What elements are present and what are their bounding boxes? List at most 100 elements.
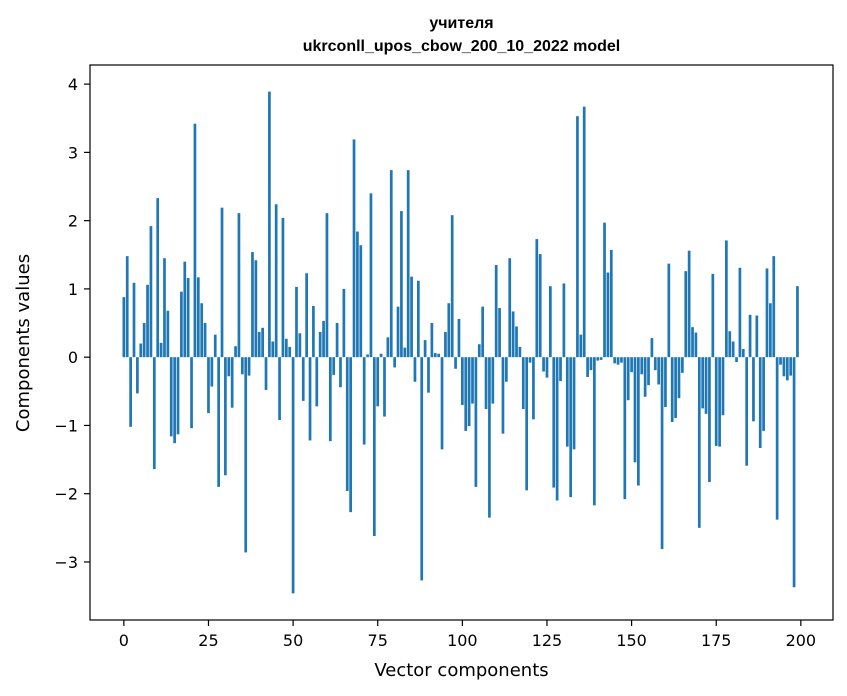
x-tick-label: 175 <box>701 631 732 650</box>
bar-9 <box>152 357 156 470</box>
bar-54 <box>305 273 308 358</box>
bar-93 <box>437 353 441 358</box>
bar-151 <box>633 357 637 463</box>
bar-75 <box>376 357 380 407</box>
bar-26 <box>210 357 214 387</box>
bar-91 <box>430 323 434 358</box>
bar-74 <box>372 357 376 537</box>
bar-168 <box>691 327 694 358</box>
bar-65 <box>342 288 346 358</box>
y-axis: −3 −2 −1 0 1 2 3 4 <box>54 75 90 572</box>
bar-68 <box>352 139 356 358</box>
bar-124 <box>542 357 545 372</box>
bar-61 <box>328 357 332 442</box>
bar-166 <box>684 271 688 358</box>
bar-192 <box>772 256 776 358</box>
bar-70 <box>359 245 363 358</box>
bar-195 <box>782 357 786 377</box>
bar-15 <box>173 357 176 444</box>
bar-162 <box>670 357 674 423</box>
bar-126 <box>549 286 552 358</box>
bar-0 <box>122 297 126 358</box>
bar-39 <box>254 260 258 358</box>
bar-58 <box>318 331 322 358</box>
x-tick-label: 150 <box>616 631 647 650</box>
bar-63 <box>335 323 339 358</box>
bar-11 <box>159 342 163 358</box>
bar-81 <box>396 306 400 358</box>
bar-94 <box>440 357 444 450</box>
bar-152 <box>637 357 640 486</box>
bar-78 <box>386 337 390 358</box>
bar-158 <box>657 357 661 385</box>
bar-140 <box>596 357 600 361</box>
bar-155 <box>647 357 650 386</box>
bar-196 <box>785 357 789 381</box>
bar-32 <box>230 357 234 408</box>
bar-72 <box>366 354 369 358</box>
bar-14 <box>169 357 173 437</box>
bar-85 <box>410 276 413 358</box>
bar-117 <box>518 346 522 358</box>
bar-36 <box>244 357 248 553</box>
bar-104 <box>474 357 478 487</box>
bar-43 <box>268 91 271 358</box>
bar-46 <box>278 357 281 420</box>
x-tick-label: 100 <box>447 631 478 650</box>
bar-137 <box>586 357 589 377</box>
bar-23 <box>200 303 204 358</box>
bar-136 <box>582 106 586 358</box>
y-tick-label: 0 <box>68 348 78 367</box>
bar-86 <box>413 357 417 382</box>
bar-12 <box>163 258 166 358</box>
bar-30 <box>224 357 227 476</box>
bar-20 <box>190 357 193 429</box>
bar-174 <box>711 273 715 358</box>
bar-179 <box>728 331 732 358</box>
bar-141 <box>599 357 603 360</box>
bar-142 <box>603 222 606 358</box>
bar-7 <box>146 284 149 358</box>
bar-8 <box>149 226 153 358</box>
bar-57 <box>315 357 319 407</box>
bar-76 <box>379 353 383 358</box>
bar-103 <box>471 357 474 404</box>
bar-18 <box>183 261 187 358</box>
bar-34 <box>237 213 241 358</box>
bar-120 <box>528 357 532 363</box>
bar-198 <box>792 357 796 588</box>
bar-28 <box>217 357 220 487</box>
bar-186 <box>752 357 755 422</box>
bar-154 <box>643 357 647 397</box>
bar-185 <box>748 314 752 358</box>
x-tick-label: 50 <box>283 631 303 650</box>
bar-2 <box>129 357 132 427</box>
bar-96 <box>447 303 451 358</box>
bar-178 <box>725 240 728 358</box>
bar-128 <box>555 357 559 501</box>
bar-45 <box>274 204 278 358</box>
bar-108 <box>488 357 491 518</box>
bar-181 <box>735 357 738 362</box>
y-tick-label: −1 <box>54 416 78 435</box>
bar-113 <box>505 357 508 382</box>
bar-111 <box>498 308 501 358</box>
bar-27 <box>213 334 217 358</box>
bar-90 <box>427 357 430 393</box>
bar-133 <box>572 357 576 450</box>
bar-67 <box>349 357 352 513</box>
bar-107 <box>484 357 488 410</box>
bar-56 <box>312 305 315 358</box>
bar-40 <box>257 331 261 358</box>
bar-125 <box>545 357 549 378</box>
bar-130 <box>562 283 566 358</box>
bar-167 <box>687 250 691 358</box>
bar-188 <box>758 357 762 448</box>
bar-131 <box>565 357 569 447</box>
bar-10 <box>156 198 160 358</box>
bar-87 <box>416 280 420 358</box>
bar-53 <box>301 357 305 401</box>
bar-114 <box>508 258 512 358</box>
bar-99 <box>457 318 461 358</box>
bar-97 <box>450 215 454 358</box>
